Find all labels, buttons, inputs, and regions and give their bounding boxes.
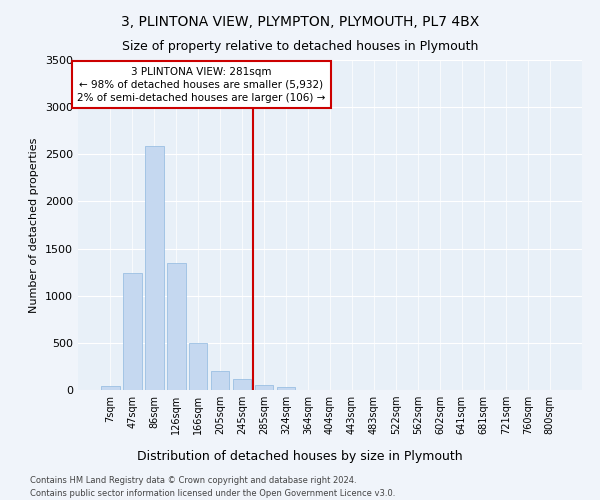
Bar [233, 378, 251, 390]
Bar [123, 273, 142, 390]
Bar [255, 386, 274, 390]
Text: Distribution of detached houses by size in Plymouth: Distribution of detached houses by size … [137, 450, 463, 463]
Bar [277, 387, 295, 390]
Bar [189, 343, 208, 390]
Bar [211, 371, 229, 390]
Text: Size of property relative to detached houses in Plymouth: Size of property relative to detached ho… [122, 40, 478, 53]
Y-axis label: Number of detached properties: Number of detached properties [29, 138, 40, 312]
Bar [145, 146, 164, 390]
Bar [167, 262, 185, 390]
Bar [101, 386, 119, 390]
Text: 3 PLINTONA VIEW: 281sqm
← 98% of detached houses are smaller (5,932)
2% of semi-: 3 PLINTONA VIEW: 281sqm ← 98% of detache… [77, 66, 326, 103]
Text: 3, PLINTONA VIEW, PLYMPTON, PLYMOUTH, PL7 4BX: 3, PLINTONA VIEW, PLYMPTON, PLYMOUTH, PL… [121, 15, 479, 29]
Text: Contains HM Land Registry data © Crown copyright and database right 2024.
Contai: Contains HM Land Registry data © Crown c… [30, 476, 395, 498]
